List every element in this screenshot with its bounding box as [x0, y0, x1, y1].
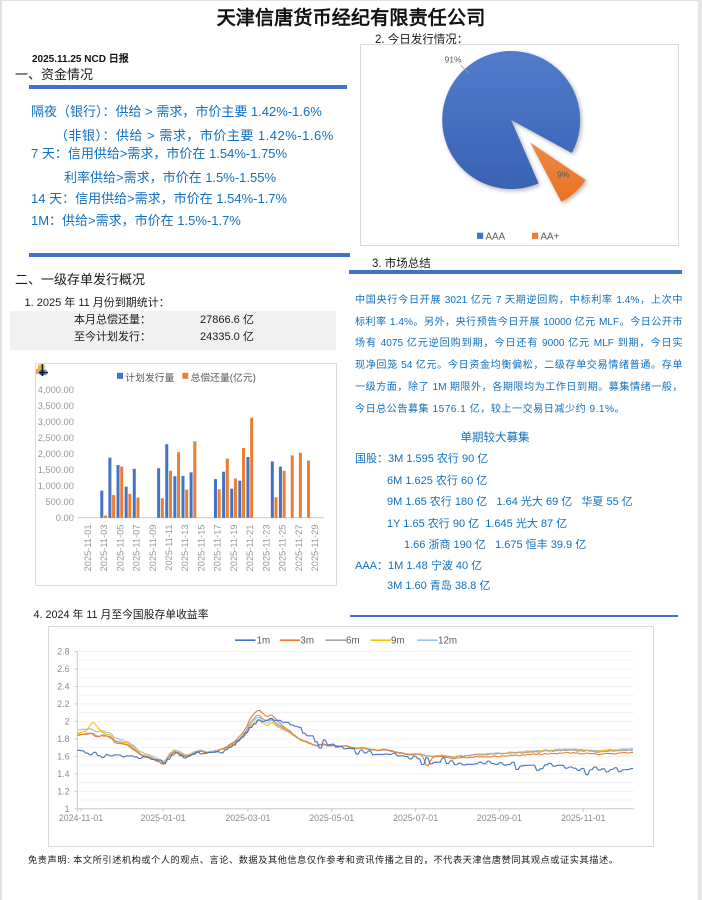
svg-text:4,000.00: 4,000.00: [38, 385, 74, 395]
svg-text:1.2: 1.2: [57, 786, 69, 796]
svg-text:1: 1: [65, 804, 70, 814]
svg-text:2025-11-17: 2025-11-17: [213, 525, 223, 572]
svg-text:1m: 1m: [257, 636, 271, 647]
svg-text:2,500.00: 2,500.00: [38, 433, 74, 443]
svg-text:2.8: 2.8: [57, 646, 69, 656]
svg-text:3m: 3m: [300, 636, 314, 647]
svg-text:AAA: AAA: [485, 231, 505, 242]
svg-text:500.00: 500.00: [45, 497, 73, 507]
svg-text:1,500.00: 1,500.00: [38, 465, 74, 475]
svg-text:1.8: 1.8: [57, 734, 69, 744]
svg-text:3,500.00: 3,500.00: [38, 401, 74, 411]
svg-text:2: 2: [65, 716, 70, 726]
svg-text:2025-05-01: 2025-05-01: [309, 813, 354, 823]
svg-text:计划发行量: 计划发行量: [125, 371, 174, 384]
svg-text:2025-11-03: 2025-11-03: [99, 525, 109, 572]
svg-text:2025-11-29: 2025-11-29: [310, 525, 320, 572]
svg-text:9%: 9%: [557, 170, 570, 180]
svg-text:2025-01-01: 2025-01-01: [141, 813, 186, 823]
svg-text:2025-09-01: 2025-09-01: [477, 813, 522, 823]
svg-text:2.4: 2.4: [57, 681, 69, 691]
svg-text:总偿还量(亿元): 总偿还量(亿元): [191, 371, 256, 384]
svg-text:2025-11-21: 2025-11-21: [245, 525, 255, 572]
svg-text:2024-11-01: 2024-11-01: [59, 813, 103, 823]
svg-text:91%: 91%: [444, 55, 461, 65]
svg-text:2025-11-07: 2025-11-07: [132, 525, 142, 572]
svg-text:2.2: 2.2: [57, 699, 69, 709]
svg-text:2025-11-15: 2025-11-15: [196, 525, 206, 572]
svg-text:1,000.00: 1,000.00: [38, 481, 74, 491]
svg-text:2025-11-01: 2025-11-01: [561, 813, 605, 823]
svg-text:1.6: 1.6: [57, 751, 69, 761]
svg-text:6m: 6m: [346, 636, 360, 647]
svg-text:0.00: 0.00: [56, 513, 74, 523]
svg-text:3,000.00: 3,000.00: [38, 417, 74, 427]
svg-text:2025-11-05: 2025-11-05: [115, 525, 125, 572]
svg-text:2025-11-13: 2025-11-13: [180, 525, 190, 572]
svg-text:2025-11-25: 2025-11-25: [278, 525, 288, 572]
svg-text:12m: 12m: [438, 636, 457, 647]
svg-text:2025-11-19: 2025-11-19: [229, 525, 239, 572]
svg-text:2025-03-01: 2025-03-01: [225, 813, 270, 823]
svg-text:2.6: 2.6: [57, 664, 69, 674]
svg-text:2,000.00: 2,000.00: [38, 449, 74, 459]
svg-text:9m: 9m: [391, 636, 405, 647]
svg-text:2025-07-01: 2025-07-01: [393, 813, 438, 823]
svg-text:2025-11-23: 2025-11-23: [261, 525, 271, 572]
svg-text:2025-11-09: 2025-11-09: [148, 525, 158, 572]
svg-text:2025-11-01: 2025-11-01: [83, 525, 93, 572]
svg-text:AA+: AA+: [540, 231, 559, 242]
svg-text:1.4: 1.4: [57, 769, 69, 779]
svg-text:2025-11-11: 2025-11-11: [164, 525, 174, 571]
svg-text:2025-11-27: 2025-11-27: [294, 525, 304, 572]
